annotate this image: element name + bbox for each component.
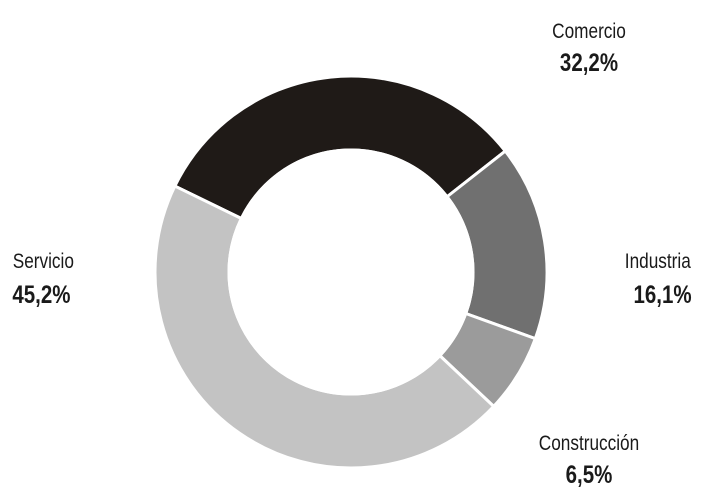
slice-label-comercio: Comercio [552,21,626,44]
slice-label-construccion: Construcción [539,433,639,456]
donut-hole [227,148,475,396]
donut-slices [153,74,549,470]
slice-value-construccion: 6,5% [566,460,613,487]
slice-labels: Comercio 32,2% Industria 16,1% Construcción 6… [12,21,691,487]
slice-value-servicio: 45,2% [12,280,70,308]
slice-label-industria: Industria [625,251,691,274]
slice-label-servicio: Servicio [13,251,74,274]
slice-value-industria: 16,1% [633,280,691,308]
slice-value-comercio: 32,2% [560,48,618,76]
